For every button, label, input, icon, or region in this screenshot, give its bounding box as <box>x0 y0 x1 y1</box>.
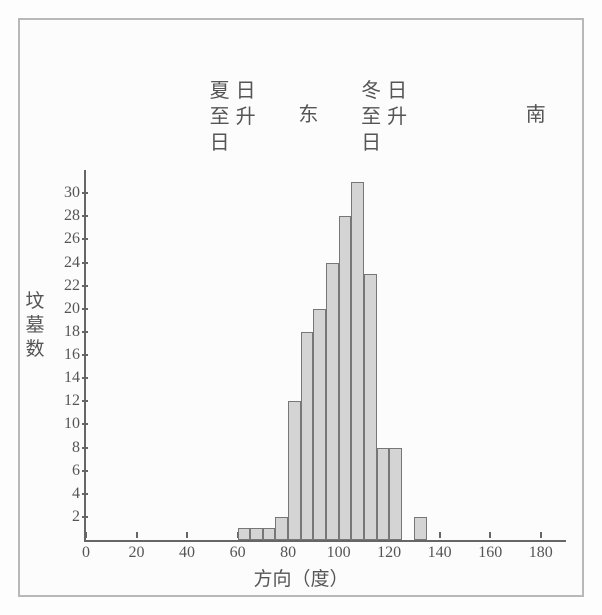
y-axis-label-text: 坟墓数 <box>25 291 44 360</box>
histogram-bar <box>377 448 390 541</box>
y-tick: 12 <box>64 392 86 410</box>
y-tick: 18 <box>64 323 86 341</box>
x-axis-label: 方向（度） <box>20 564 582 591</box>
histogram-bar <box>326 263 339 541</box>
y-tick: 8 <box>72 439 86 457</box>
y-tick: 6 <box>72 462 86 480</box>
histogram-bar <box>351 182 364 540</box>
chart-frame: 坟墓数 方向（度） 246810121416182022242628300204… <box>18 18 584 597</box>
outer-container: 坟墓数 方向（度） 246810121416182022242628300204… <box>0 0 602 615</box>
x-tick: 160 <box>478 540 502 562</box>
histogram-bar <box>389 448 402 541</box>
y-tick: 10 <box>64 415 86 433</box>
x-tick: 100 <box>327 540 351 562</box>
histogram-bar <box>339 216 352 540</box>
histogram-bar <box>364 274 377 540</box>
x-tick: 140 <box>428 540 452 562</box>
x-tick: 20 <box>129 540 145 562</box>
histogram-bar <box>288 401 301 540</box>
y-tick: 22 <box>64 277 86 295</box>
histogram-bar <box>313 309 326 540</box>
histogram-bar <box>250 528 263 540</box>
x-tick: 0 <box>82 540 90 562</box>
y-tick: 2 <box>72 508 86 526</box>
y-tick: 16 <box>64 346 86 364</box>
chart-annotation: 冬日至升日 <box>361 78 413 156</box>
y-tick: 4 <box>72 485 86 503</box>
histogram-bar <box>301 332 314 540</box>
y-tick: 20 <box>64 300 86 318</box>
y-tick: 24 <box>64 254 86 272</box>
chart-annotation: 南 <box>526 102 552 128</box>
chart-annotation: 东 <box>298 102 324 128</box>
plot-area: 2468101214161820222426283002040608010012… <box>84 170 566 542</box>
x-tick: 80 <box>280 540 296 562</box>
y-tick: 14 <box>64 369 86 387</box>
x-tick: 120 <box>377 540 401 562</box>
y-tick: 26 <box>64 230 86 248</box>
histogram-bar <box>275 517 288 540</box>
x-tick: 40 <box>179 540 195 562</box>
y-tick: 28 <box>64 207 86 225</box>
histogram-bar <box>414 517 427 540</box>
y-axis-label: 坟墓数 <box>24 290 46 362</box>
histogram-bar <box>238 528 251 540</box>
x-tick: 60 <box>230 540 246 562</box>
y-tick: 30 <box>64 184 86 202</box>
histogram-bar <box>263 528 276 540</box>
x-axis-label-text: 方向（度） <box>253 569 348 590</box>
chart-annotation: 夏日至升日 <box>210 78 262 156</box>
x-tick: 180 <box>529 540 553 562</box>
